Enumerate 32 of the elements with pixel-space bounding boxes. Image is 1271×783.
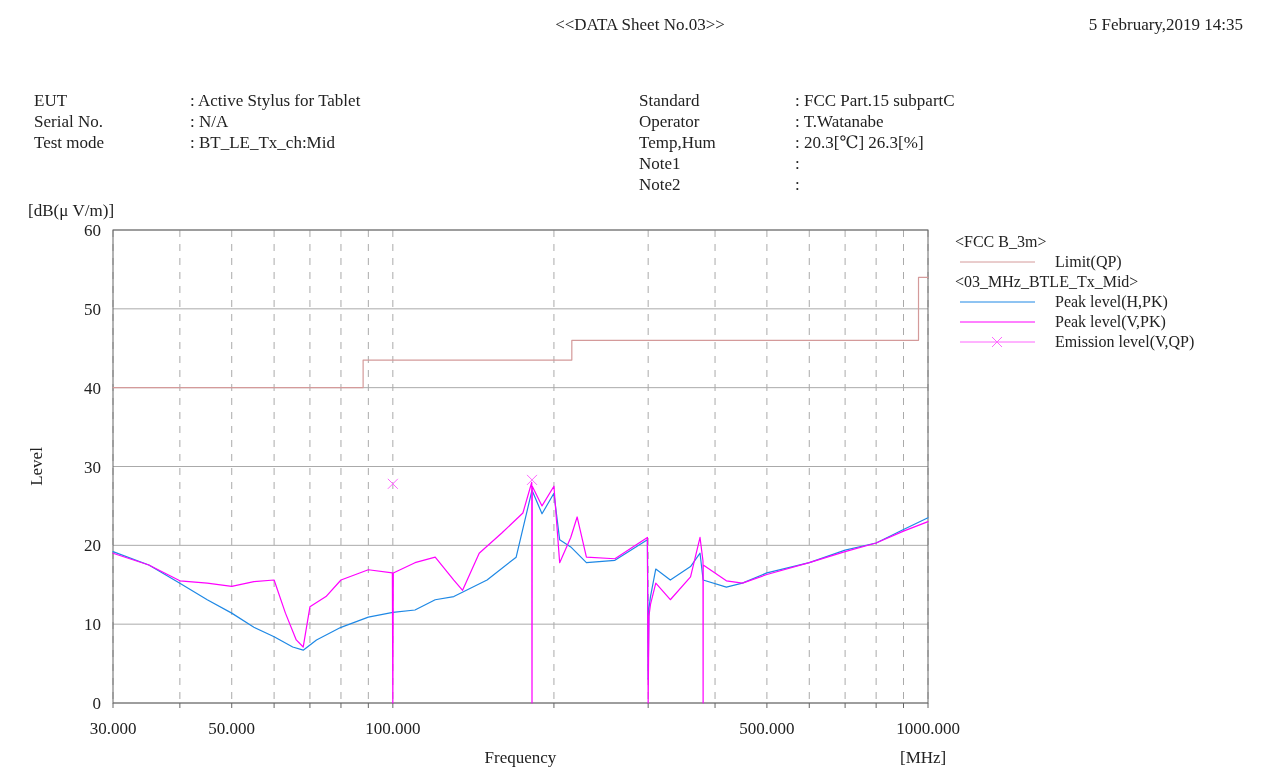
text: 5 February,2019 14:35 bbox=[1088, 15, 1243, 34]
legend-label: Emission level(V,QP) bbox=[1055, 333, 1195, 351]
y-tick-label: 10 bbox=[84, 615, 101, 635]
legend-label: Limit(QP) bbox=[1055, 253, 1122, 271]
text: Temp,Hum : 20.3[℃] 26.3[%] bbox=[639, 133, 924, 152]
y-tick-label: 20 bbox=[84, 536, 101, 556]
text: Note1 : bbox=[639, 154, 800, 173]
text: Operator : T.Watanabe bbox=[639, 112, 884, 131]
text: Test mode : BT_LE_Tx_ch:Mid bbox=[34, 133, 335, 152]
text: Standard : FCC Part.15 subpartC bbox=[639, 91, 955, 110]
text: <03_MHz_BTLE_Tx_Mid> bbox=[955, 273, 1139, 290]
text: [dB(μ V/m)] bbox=[28, 201, 115, 220]
text: Serial No. : N/A bbox=[34, 112, 229, 131]
text: [MHz] bbox=[900, 748, 947, 767]
y-tick-label: 0 bbox=[92, 694, 101, 713]
y-tick-label: 60 bbox=[84, 221, 101, 240]
x-tick-label: 500.000 bbox=[739, 719, 795, 738]
y-axis-title: Level bbox=[27, 446, 46, 486]
x-axis-title: Frequency bbox=[484, 748, 557, 767]
legend-title: <FCC B_3m> bbox=[955, 233, 1047, 250]
x-tick-label: 30.000 bbox=[89, 719, 137, 738]
x-tick-label: 50.000 bbox=[208, 719, 256, 738]
legend-label: Peak level(V,PK) bbox=[1055, 313, 1166, 331]
y-tick-label: 40 bbox=[84, 378, 101, 398]
y-tick-label: 30 bbox=[84, 457, 101, 477]
x-tick-label: 100.000 bbox=[365, 719, 421, 738]
x-tick-label: 1000.000 bbox=[896, 719, 960, 738]
chart-title: <<DATA Sheet No.03>> bbox=[555, 15, 725, 34]
text: Note2 : bbox=[639, 175, 800, 194]
y-tick-label: 50 bbox=[84, 299, 101, 319]
text: EUT : Active Stylus for Tablet bbox=[34, 91, 361, 110]
legend-label: Peak level(H,PK) bbox=[1055, 293, 1168, 311]
